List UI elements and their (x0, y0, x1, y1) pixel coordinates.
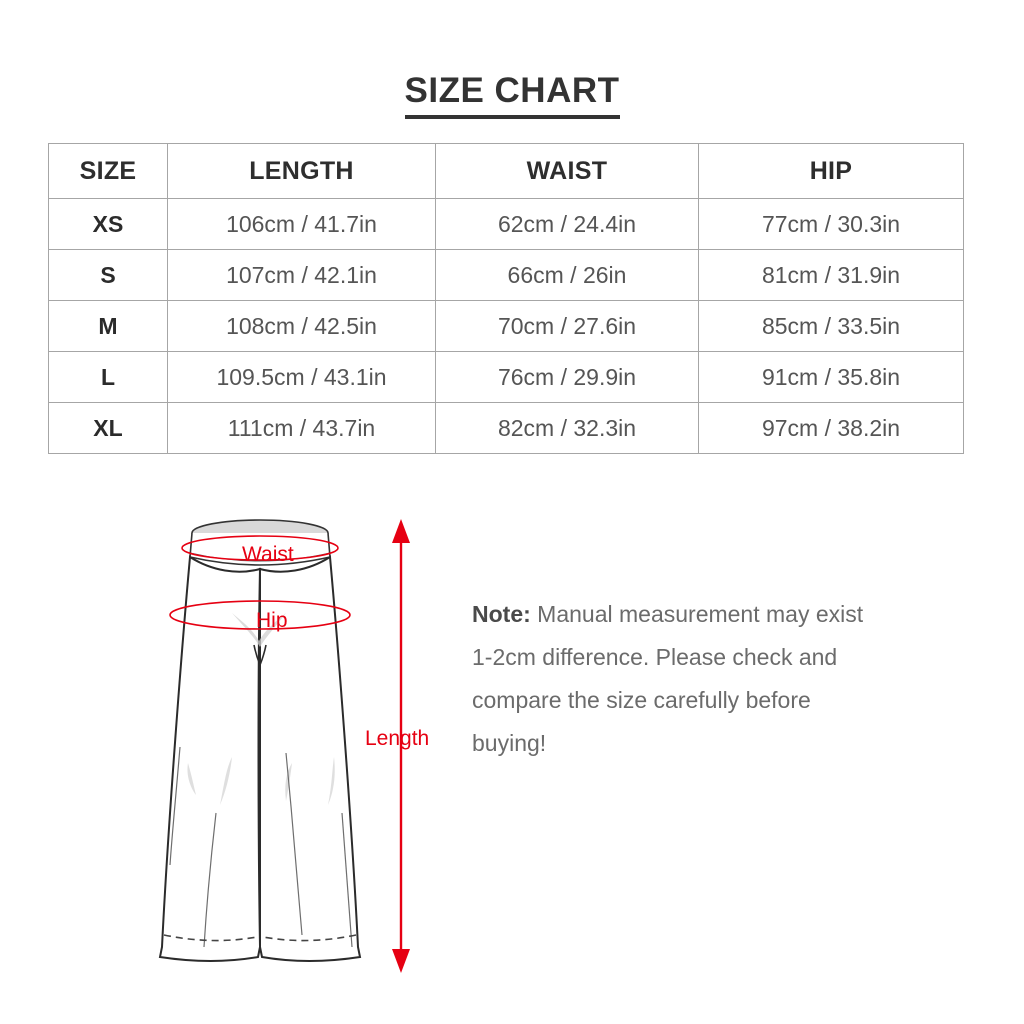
cell-length: 106cm / 41.7in (167, 198, 436, 250)
hip-measure-label: Hip (256, 609, 288, 632)
crotch-split-shape (253, 644, 267, 668)
note-text: Manual measurement may exist 1-2cm diffe… (472, 601, 864, 756)
cell-size: M (48, 300, 168, 352)
title-block: SIZE CHART (0, 72, 1024, 119)
note-label: Note: (472, 601, 531, 627)
cell-hip: 81cm / 31.9in (698, 249, 964, 301)
cell-size: L (48, 351, 168, 403)
waistband-band-shape (189, 532, 331, 566)
hip-measure-ellipse (169, 600, 351, 630)
cell-waist: 70cm / 27.6in (435, 300, 699, 352)
table-row: XL 111cm / 43.7in 82cm / 32.3in 97cm / 3… (48, 402, 964, 454)
drape-line-left-a (169, 746, 181, 866)
waist-measure-ellipse (181, 535, 339, 561)
cell-size: XS (48, 198, 168, 250)
table-row: XS 106cm / 41.7in 62cm / 24.4in 77cm / 3… (48, 198, 964, 250)
cell-hip: 85cm / 33.5in (698, 300, 964, 352)
cell-length: 108cm / 42.5in (167, 300, 436, 352)
knee-crease-left-outer (220, 757, 232, 805)
column-header-size: SIZE (48, 143, 168, 199)
note-block: Note: Manual measurement may exist 1-2cm… (472, 593, 872, 765)
waist-measure-label: Waist (242, 543, 294, 566)
table-row: S 107cm / 42.1in 66cm / 26in 81cm / 31.9… (48, 249, 964, 301)
length-measure-arrow (392, 519, 410, 973)
cell-waist: 82cm / 32.3in (435, 402, 699, 454)
page-title: SIZE CHART (404, 72, 620, 119)
size-chart-table: SIZE LENGTH WAIST HIP XS 106cm / 41.7in … (48, 143, 964, 454)
table-row: L 109.5cm / 43.1in 76cm / 29.9in 91cm / … (48, 351, 964, 403)
cell-length: 107cm / 42.1in (167, 249, 436, 301)
cell-length: 109.5cm / 43.1in (167, 351, 436, 403)
cell-size: S (48, 249, 168, 301)
pants-diagram (120, 495, 470, 1005)
drape-line-left-b (203, 812, 217, 948)
cell-waist: 66cm / 26in (435, 249, 699, 301)
length-measure-label: Length (365, 727, 430, 750)
knee-crease-right-outer (328, 757, 335, 805)
cell-length: 111cm / 43.7in (167, 402, 436, 454)
cell-waist: 62cm / 24.4in (435, 198, 699, 250)
cell-size: XL (48, 402, 168, 454)
column-header-hip: HIP (698, 143, 964, 199)
knee-crease-left-inner (187, 763, 196, 795)
cell-hip: 97cm / 38.2in (698, 402, 964, 454)
table-row: M 108cm / 42.5in 70cm / 27.6in 85cm / 33… (48, 300, 964, 352)
column-header-length: LENGTH (167, 143, 436, 199)
hem-stitch-left (163, 934, 258, 942)
table-header-row: SIZE LENGTH WAIST HIP (48, 143, 964, 199)
left-leg-shape (158, 555, 263, 962)
cell-hip: 91cm / 35.8in (698, 351, 964, 403)
cell-hip: 77cm / 30.3in (698, 198, 964, 250)
cell-waist: 76cm / 29.9in (435, 351, 699, 403)
column-header-waist: WAIST (435, 143, 699, 199)
drape-line-right-a (285, 752, 303, 936)
hem-stitch-right (262, 934, 357, 942)
